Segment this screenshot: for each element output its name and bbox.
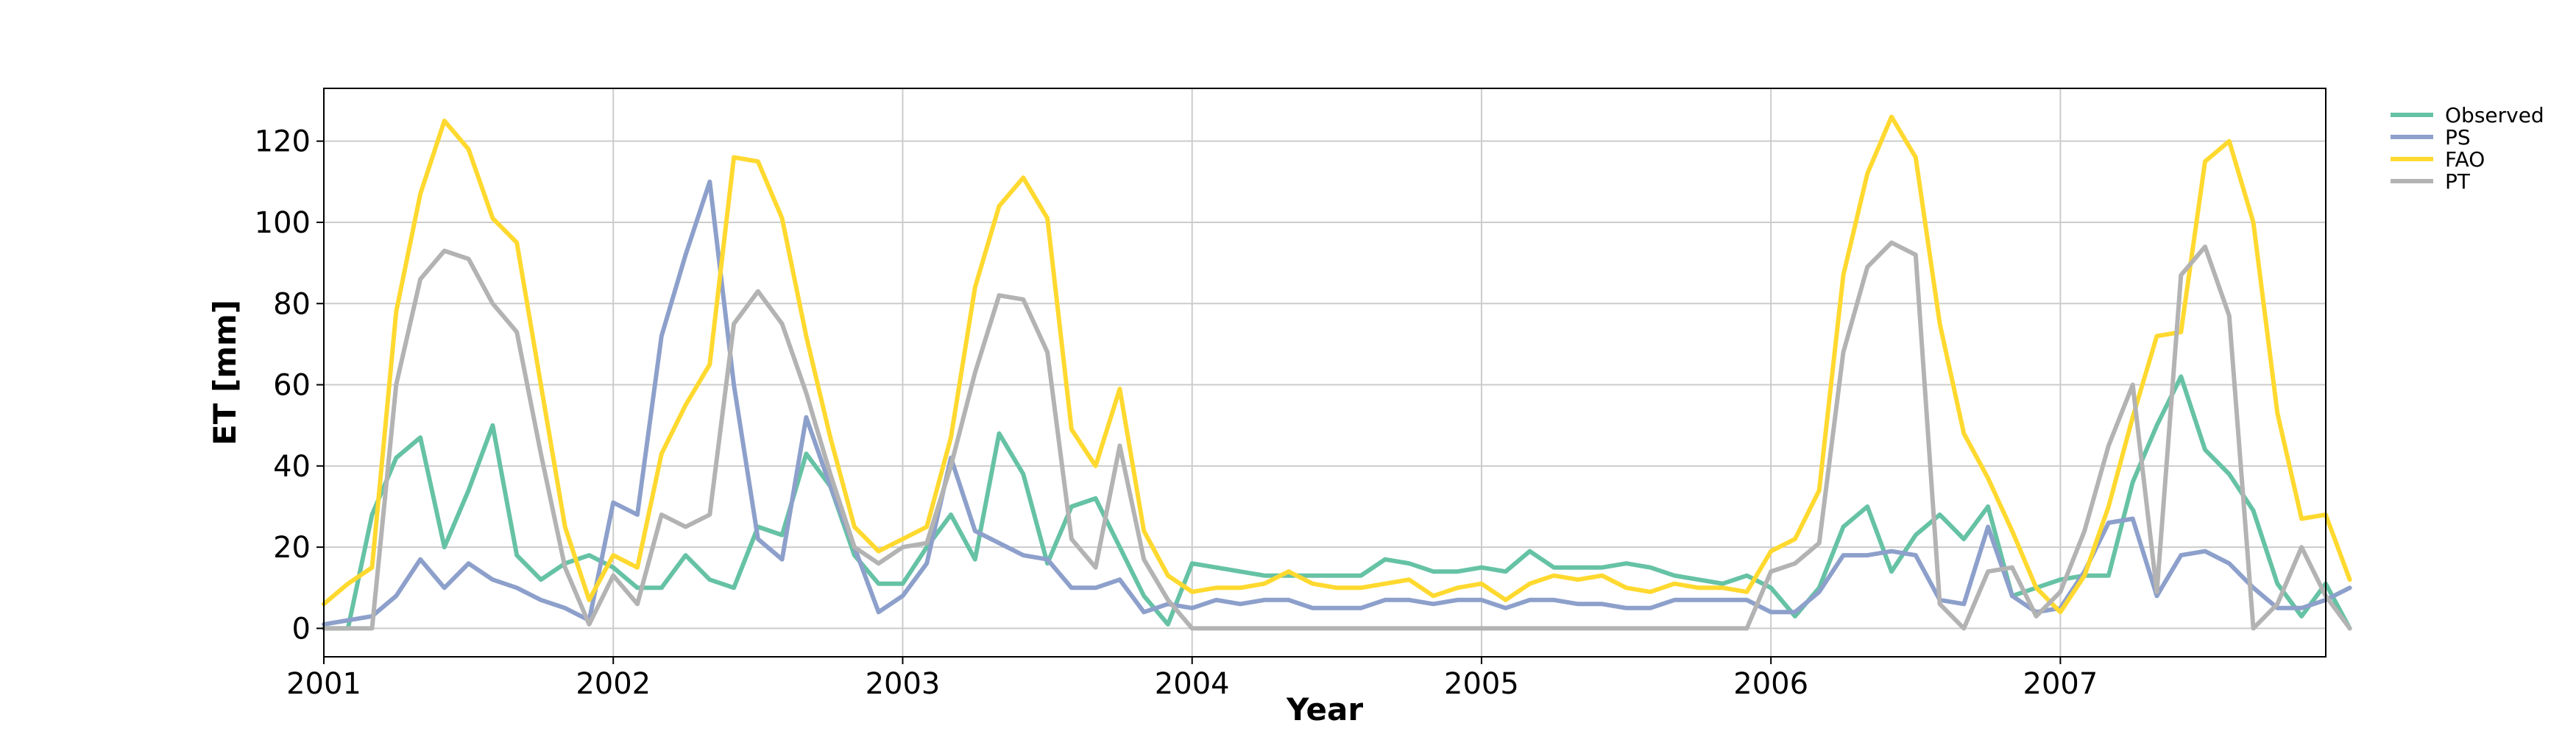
x-tick-label: 2006 xyxy=(1733,667,1808,701)
plot-frame xyxy=(323,88,2326,658)
y-tick-label: 40 xyxy=(273,450,311,484)
series-lines xyxy=(322,114,2352,631)
y-tick-label: 0 xyxy=(292,612,311,646)
series-line-ps xyxy=(322,179,2352,627)
axis-ticks: 2001 2002 2003 2004 2005 2006 2007 0 20 40 60 80 100… xyxy=(255,125,2098,701)
y-axis-title: ET [mm] xyxy=(207,300,243,445)
x-tick-label: 2002 xyxy=(576,667,651,701)
y-tick-label: 60 xyxy=(273,369,311,403)
series-line-fao xyxy=(322,114,2352,615)
series-line-pt xyxy=(322,240,2352,631)
x-tick-label: 2005 xyxy=(1444,667,1519,701)
grid-lines xyxy=(323,88,2326,657)
y-tick-label: 80 xyxy=(273,287,311,321)
x-tick-label: 2003 xyxy=(866,667,941,701)
legend-label-ps: PS xyxy=(2445,125,2471,149)
x-tick-label: 2007 xyxy=(2023,667,2098,701)
x-axis-title: Year xyxy=(1286,691,1363,727)
x-tick-label: 2001 xyxy=(286,667,361,701)
legend-label-observed: Observed xyxy=(2445,103,2544,127)
y-tick-label: 120 xyxy=(255,125,311,159)
legend-label-fao: FAO xyxy=(2445,147,2485,172)
y-tick-label: 100 xyxy=(255,206,311,240)
x-tick-label: 2004 xyxy=(1155,667,1230,701)
legend-label-pt: PT xyxy=(2445,169,2471,194)
y-tick-label: 20 xyxy=(273,531,311,565)
